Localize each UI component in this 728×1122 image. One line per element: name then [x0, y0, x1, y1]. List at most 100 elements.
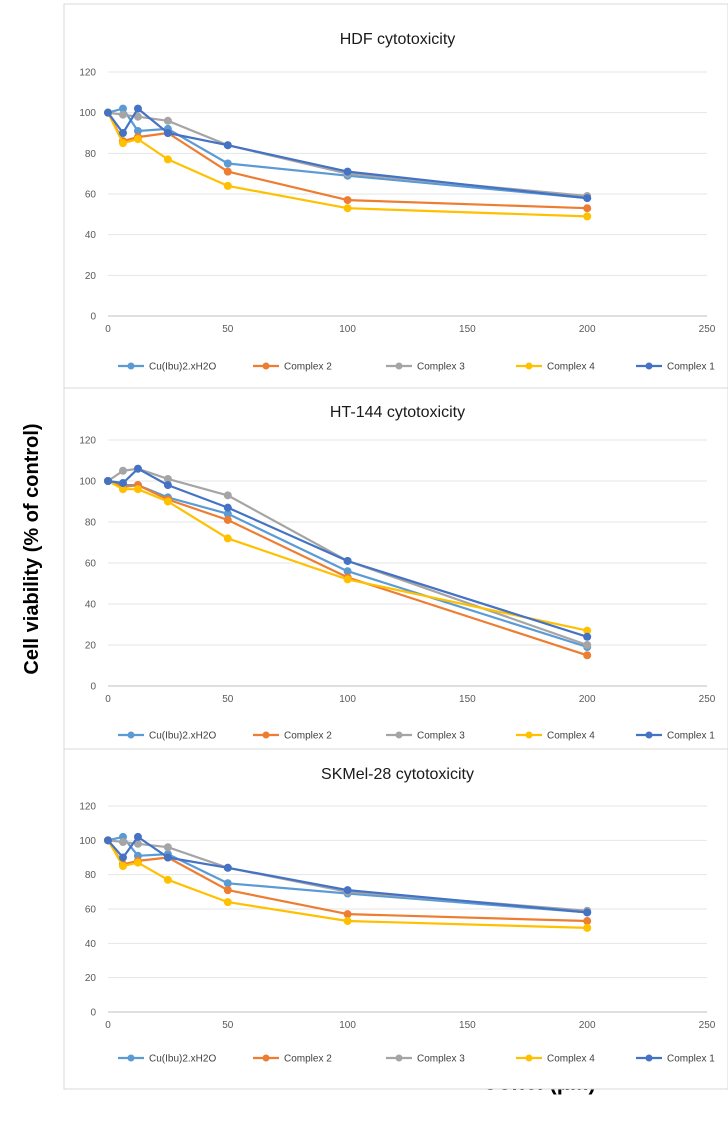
x-tick-label: 100: [339, 1020, 356, 1031]
y-tick-label: 100: [79, 108, 96, 119]
y-tick-label: 0: [90, 682, 96, 693]
data-point: [163, 155, 172, 164]
y-tick-label: 120: [79, 68, 96, 79]
legend-label: Complex 4: [547, 731, 595, 742]
chart-frame: [63, 748, 728, 1090]
y-tick-label: 40: [85, 230, 97, 241]
legend-swatch-marker: [395, 731, 403, 739]
legend-item: Complex 3: [386, 362, 465, 373]
legend-item: Complex 4: [516, 731, 595, 742]
data-point: [163, 497, 172, 506]
data-point: [583, 641, 592, 649]
series-4: [104, 477, 592, 635]
legend-label: Complex 3: [417, 1054, 465, 1065]
data-point: [583, 908, 592, 917]
data-point: [343, 917, 352, 926]
data-point: [133, 464, 142, 473]
legend-item: Cu(Ibu)2.xH2O: [118, 362, 216, 373]
data-point: [583, 917, 592, 926]
data-point: [104, 477, 112, 485]
data-point: [343, 567, 352, 576]
data-point: [133, 135, 142, 144]
chart-frame: [63, 3, 728, 389]
x-tick-label: 50: [222, 324, 234, 335]
chart-title: HDF cytotoxicity: [340, 31, 456, 48]
x-tick-label: 250: [699, 324, 716, 335]
legend-label: Cu(Ibu)2.xH2O: [149, 1054, 216, 1065]
y-tick-label: 60: [85, 190, 97, 201]
legend-item: Complex 1: [636, 731, 715, 742]
chart-title: SKMel-28 cytotoxicity: [321, 766, 474, 783]
y-axis-title: Cell viability (% of control): [21, 423, 43, 674]
data-point: [343, 167, 352, 176]
series-5: [104, 464, 592, 641]
y-tick-label: 20: [85, 973, 97, 984]
legend-swatch-marker: [262, 362, 270, 370]
data-point: [583, 632, 592, 641]
legend-item: Complex 2: [253, 362, 332, 373]
x-tick-label: 50: [222, 1020, 234, 1031]
legend-swatch-marker: [395, 1054, 403, 1062]
x-tick-label: 150: [459, 324, 476, 335]
y-tick-label: 80: [85, 149, 97, 160]
x-tick-label: 100: [339, 324, 356, 335]
legend-label: Complex 2: [284, 1054, 332, 1065]
legend-label: Cu(Ibu)2.xH2O: [149, 731, 216, 742]
data-point: [118, 853, 127, 862]
data-point: [118, 139, 127, 148]
data-point: [223, 534, 232, 543]
legend-label: Cu(Ibu)2.xH2O: [149, 362, 216, 373]
x-tick-label: 200: [579, 694, 596, 705]
y-tick-label: 100: [79, 477, 96, 488]
data-point: [223, 503, 232, 512]
legend-label: Complex 1: [667, 731, 715, 742]
y-tick-label: 20: [85, 641, 97, 652]
data-point: [163, 129, 172, 137]
x-tick-label: 50: [222, 694, 234, 705]
legend-label: Complex 4: [547, 1054, 595, 1065]
data-point: [118, 110, 127, 119]
legend-swatch-marker: [127, 731, 135, 739]
y-tick-label: 120: [79, 802, 96, 813]
data-point: [104, 836, 112, 845]
data-point: [223, 181, 232, 190]
data-point: [163, 116, 172, 125]
legend-swatch-marker: [525, 1054, 533, 1062]
data-point: [223, 491, 232, 500]
data-point: [133, 104, 142, 113]
legend-swatch-marker: [645, 362, 653, 370]
data-point: [133, 839, 142, 848]
x-tick-label: 0: [105, 1020, 111, 1031]
data-point: [223, 159, 232, 168]
y-tick-label: 40: [85, 939, 97, 950]
data-point: [118, 838, 127, 847]
chart-title: HT-144 cytotoxicity: [330, 404, 465, 421]
legend-item: Complex 1: [636, 362, 715, 373]
data-point: [343, 556, 352, 565]
legend-label: Complex 1: [667, 1054, 715, 1065]
series-5: [104, 104, 592, 203]
legend-item: Complex 1: [636, 1054, 715, 1065]
data-point: [118, 479, 127, 488]
data-point: [583, 204, 592, 213]
x-tick-label: 200: [579, 1020, 596, 1031]
data-point: [133, 126, 142, 135]
y-tick-label: 100: [79, 836, 96, 847]
y-tick-label: 60: [85, 559, 97, 570]
data-point: [163, 481, 172, 490]
legend-label: Complex 2: [284, 731, 332, 742]
data-point: [223, 515, 232, 524]
data-point: [133, 112, 142, 121]
legend-swatch-marker: [525, 362, 533, 370]
data-point: [133, 485, 142, 494]
legend-swatch-marker: [525, 731, 533, 739]
x-tick-label: 250: [699, 1020, 716, 1031]
data-point: [163, 853, 172, 862]
chart-frame: [63, 387, 728, 750]
y-tick-label: 0: [90, 312, 96, 323]
data-point: [343, 204, 352, 213]
data-point: [118, 129, 127, 137]
legend-item: Complex 3: [386, 1054, 465, 1065]
legend-item: Cu(Ibu)2.xH2O: [118, 731, 216, 742]
